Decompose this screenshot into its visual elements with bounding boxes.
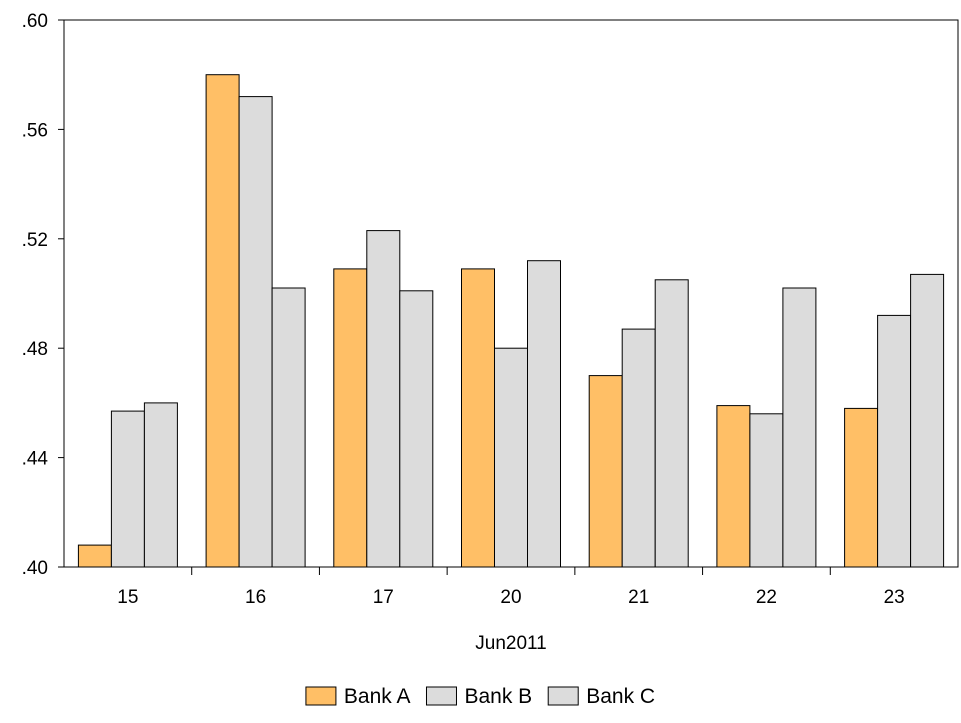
legend-label-bank-a: Bank A [344,685,411,708]
bars [77,74,945,568]
x-tick-label: 21 [628,587,649,608]
bar-bank-a-21 [588,375,623,568]
x-tick-label: 16 [245,587,266,608]
bar-bank-a-16 [205,74,240,568]
y-tick-label: .48 [22,339,48,360]
bar-bank-b-20 [494,347,528,568]
bar-bank-b-17 [366,230,401,568]
bar-bank-c-16 [271,287,306,568]
bar-bank-c-22 [782,287,817,568]
y-tick-label: .60 [22,11,48,32]
x-tick-label: 22 [756,587,777,608]
bar-bank-b-21 [621,328,656,568]
x-tick-label: 17 [373,587,394,608]
legend-swatch-bank-b [425,686,457,706]
y-tick-label: .44 [22,449,49,470]
bar-bank-a-15 [77,544,112,568]
legend-swatch-bank-c [547,686,579,706]
axes: .40 .44 .48 .52 .56 .60 15 16 17 20 21 22 23 Jun2011 [22,11,905,654]
y-tick-label: .56 [22,120,48,141]
x-tick-label: 15 [117,587,138,608]
bar-bank-c-15 [143,402,178,568]
y-tick-label: .40 [22,558,48,579]
bar-bank-a-20 [461,268,495,568]
legend-label-bank-c: Bank C [586,685,655,708]
bar-bank-b-23 [877,314,912,568]
bar-bank-c-23 [910,273,945,568]
bar-bank-a-17 [333,268,368,568]
legend-swatch-bank-a [305,686,337,706]
x-tick-label: 20 [500,587,521,608]
y-tick-label: .52 [22,230,48,251]
legend-label-bank-b: Bank B [464,685,532,708]
x-tick-label: 23 [884,587,905,608]
bar-bank-a-22 [716,405,751,568]
bar-bank-b-15 [110,410,145,568]
bar-bank-b-22 [749,413,784,568]
bar-bank-c-21 [654,279,689,568]
legend: Bank A Bank B Bank C [305,685,655,708]
bar-bank-c-20 [527,260,561,568]
x-axis-title: Jun2011 [475,633,547,654]
bar-bank-b-16 [238,96,273,568]
bar-bank-c-17 [399,290,434,568]
bar-bank-a-23 [844,407,879,568]
